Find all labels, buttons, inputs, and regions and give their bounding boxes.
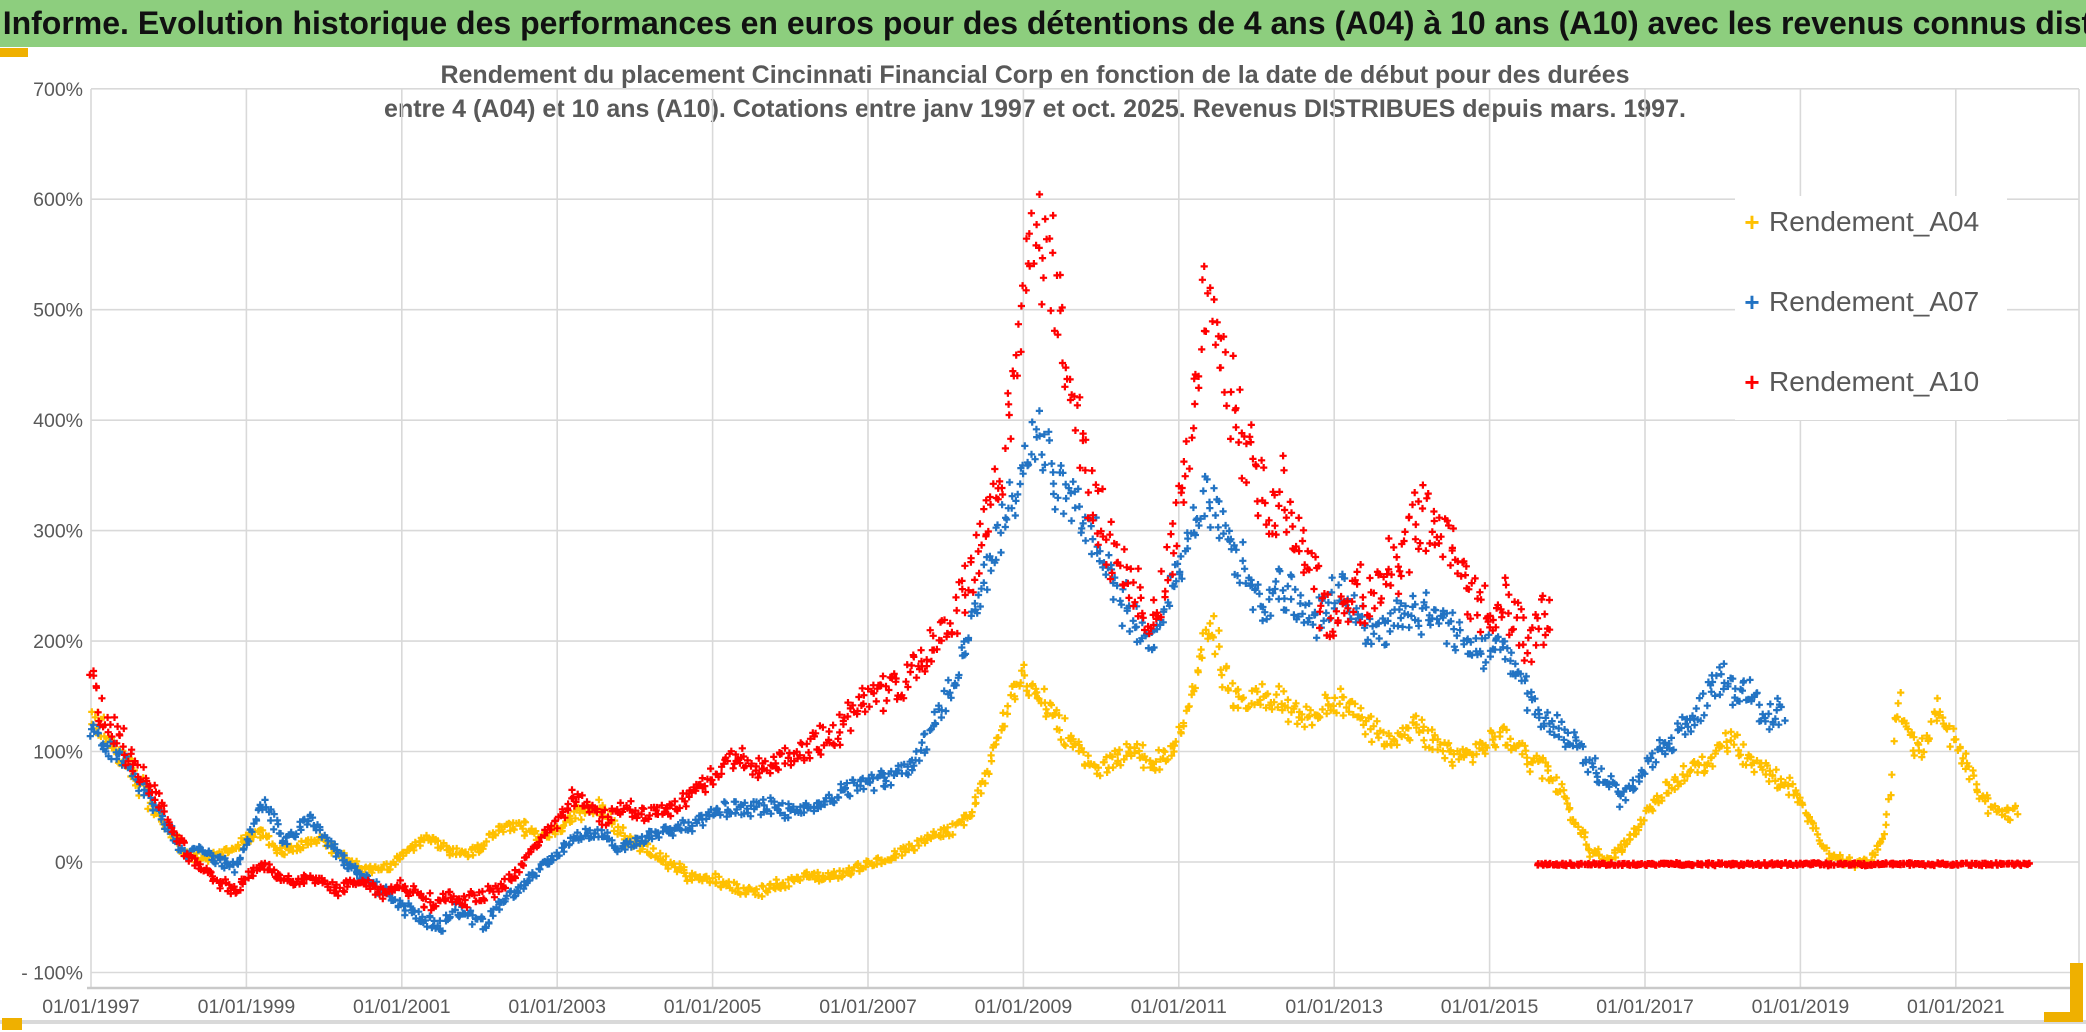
x-tick-label: 01/01/2009 (975, 996, 1073, 1018)
plus-marker-icon: + (1744, 287, 1760, 317)
series-rendement-a10 (86, 190, 2033, 914)
y-axis-labels: 700% 600% 500% 400% 300% 200% 100% 0% - 100% (21, 79, 83, 985)
x-axis-labels: 01/01/1997 01/01/1999 01/01/2001 01/01/2003… (42, 996, 2004, 1018)
y-tick-label: 500% (33, 300, 83, 322)
x-tick-label: 01/01/2015 (1441, 996, 1539, 1018)
x-tick-label: 01/01/2021 (1907, 996, 2005, 1018)
y-tick-label: 400% (33, 410, 83, 432)
legend-label: Rendement_A10 (1769, 366, 1980, 397)
y-tick-label: 200% (33, 631, 83, 653)
chart-title: Rendement du placement Cincinnati Financ… (300, 58, 1770, 126)
x-tick-label: 01/01/2003 (508, 996, 606, 1018)
gold-accent-bottom-right-vertical (2070, 963, 2083, 1021)
x-tick-label: 01/01/2007 (819, 996, 917, 1018)
chart-legend: + Rendement_A04 + Rendement_A07 + Rendem… (1735, 196, 2007, 420)
x-tick-label: 01/01/1997 (42, 996, 140, 1018)
legend-label: Rendement_A07 (1769, 286, 1980, 317)
legend-item-a07: + Rendement_A07 (1735, 282, 2007, 322)
y-tick-label: 600% (33, 189, 83, 211)
bottom-rule (0, 1020, 2086, 1024)
y-tick-label: 100% (33, 742, 83, 764)
x-tick-label: 01/01/2001 (353, 996, 451, 1018)
header-banner: ADAM Informe. Evolution historique des p… (0, 0, 2086, 47)
y-tick-label: 0% (55, 852, 83, 874)
legend-item-a04: + Rendement_A04 (1735, 202, 2007, 242)
y-tick-label: - 100% (21, 963, 83, 985)
chart-title-line1: Rendement du placement Cincinnati Financ… (440, 61, 1630, 89)
gold-accent-bottom-left (2, 1018, 22, 1030)
plus-marker-icon: + (1744, 367, 1760, 397)
x-tick-label: 01/01/2019 (1752, 996, 1850, 1018)
header-title: ADAM Informe. Evolution historique des p… (0, 5, 2086, 41)
x-tick-label: 01/01/1999 (198, 996, 296, 1018)
series-a10-zero-line (1534, 859, 2033, 870)
y-tick-label: 700% (33, 79, 83, 101)
legend-item-a10: + Rendement_A10 (1735, 362, 2007, 402)
gold-accent-top-left (0, 48, 28, 57)
chart-title-line2: entre 4 (A04) et 10 ans (A10). Cotations… (384, 95, 1686, 123)
x-tick-label: 01/01/2017 (1596, 996, 1694, 1018)
grid-lines (87, 88, 2081, 990)
series-rendement-a04 (88, 612, 2022, 900)
series-rendement-a07 (86, 407, 1789, 935)
x-tick-label: 01/01/2011 (1131, 996, 1227, 1018)
x-tick-label: 01/01/2013 (1285, 996, 1383, 1018)
legend-label: Rendement_A04 (1769, 206, 1980, 237)
y-tick-label: 300% (33, 521, 83, 543)
x-tick-label: 01/01/2005 (664, 996, 762, 1018)
plus-marker-icon: + (1744, 207, 1760, 237)
gold-accent-bottom-right-horizontal (2044, 1012, 2083, 1022)
